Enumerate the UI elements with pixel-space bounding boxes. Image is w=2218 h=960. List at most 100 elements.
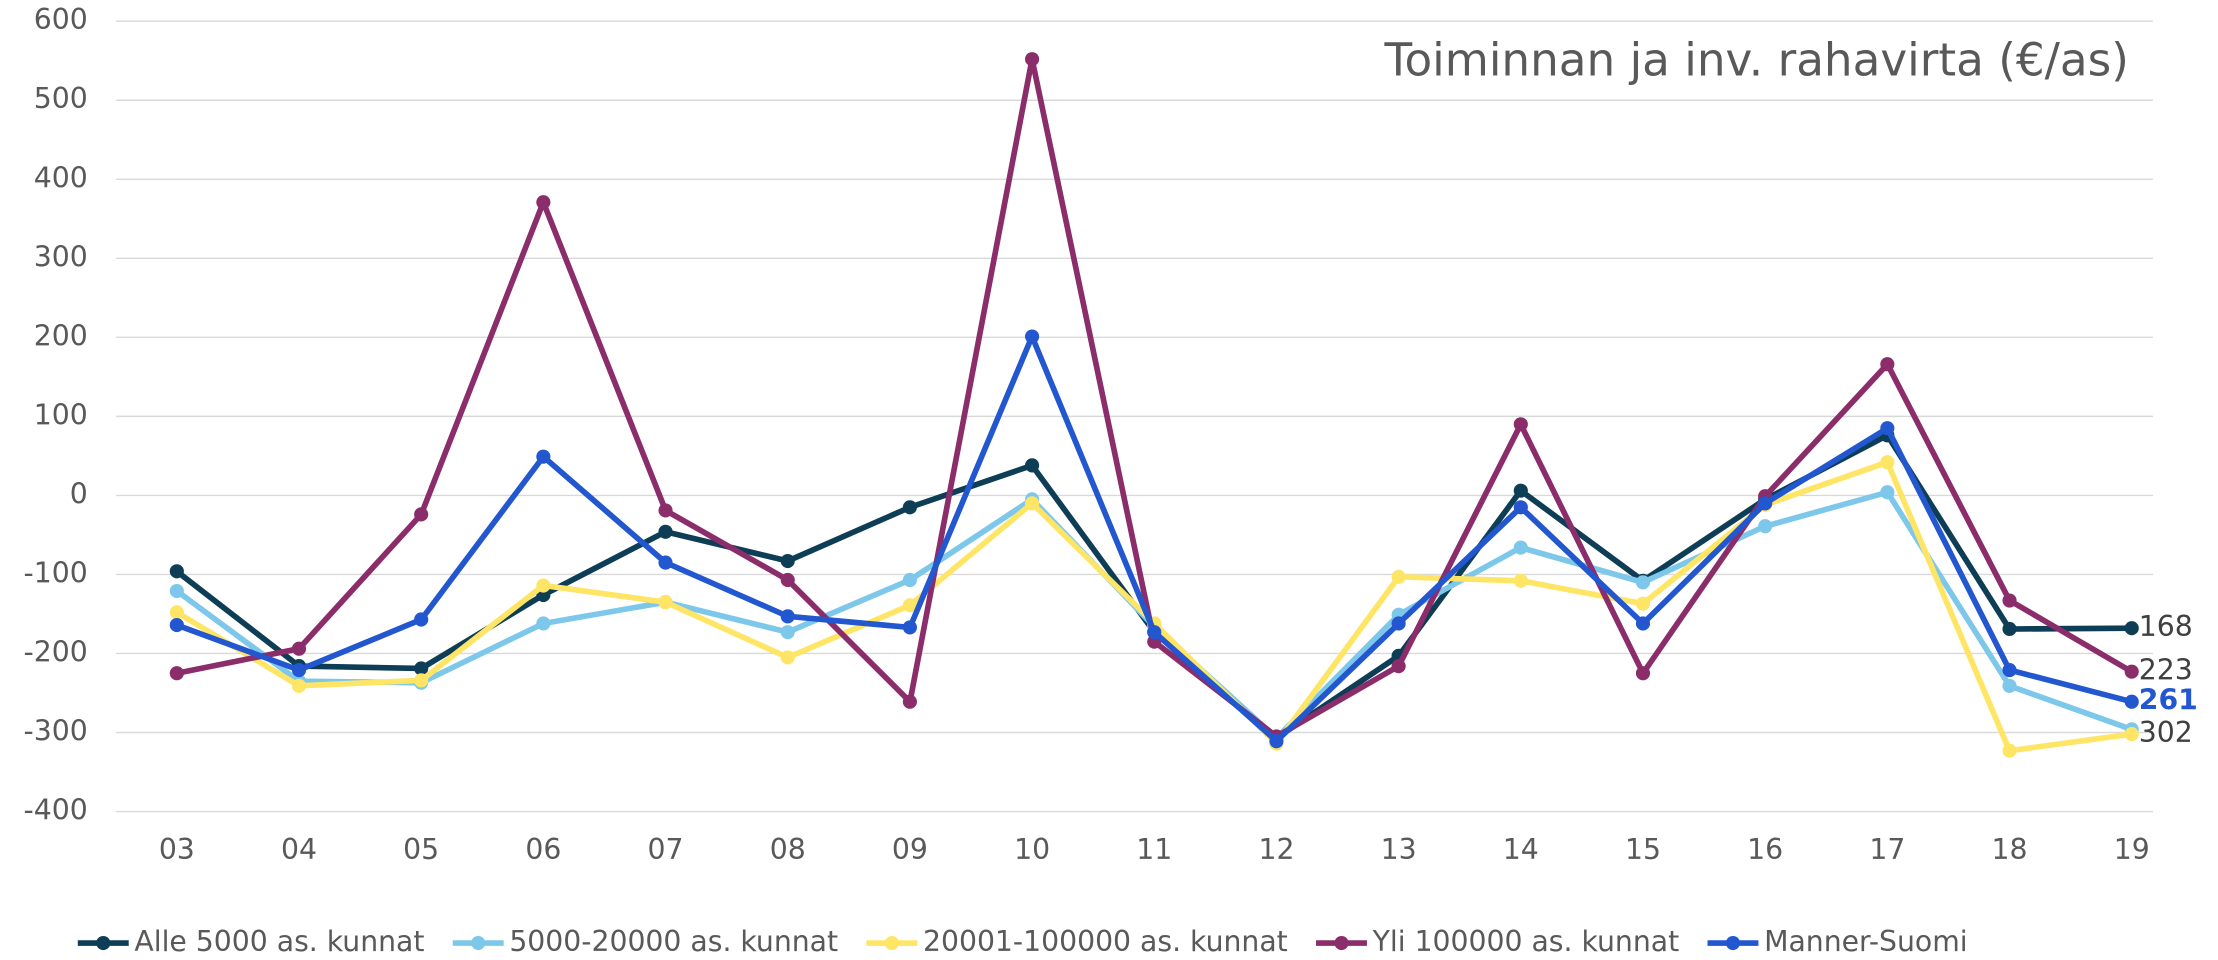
y-tick-label: 200: [34, 319, 88, 352]
value-label: 302: [2139, 716, 2193, 749]
data-point: [1025, 52, 1040, 67]
data-point: [2002, 593, 2017, 608]
data-point: [1513, 417, 1528, 432]
data-point: [169, 617, 184, 633]
data-point: [536, 449, 551, 464]
series-line: [175, 489, 2133, 741]
x-tick-label: 03: [159, 833, 195, 866]
data-point: [536, 616, 551, 631]
x-tick-label: 14: [1503, 833, 1539, 866]
data-point: [1513, 573, 1528, 588]
legend-item: 5000-20000 as. kunnat: [452, 925, 838, 958]
data-point: [1880, 421, 1895, 436]
legend-item: Alle 5000 as. kunnat: [77, 925, 424, 958]
legend-label: Manner-Suomi: [1764, 925, 1968, 958]
x-tick-label: 12: [1258, 833, 1294, 866]
x-tick-label: 10: [1014, 833, 1050, 866]
data-point: [902, 572, 917, 588]
y-tick-label: 300: [34, 240, 88, 273]
x-tick-label: 11: [1136, 833, 1172, 866]
data-point: [780, 609, 795, 624]
data-point: [1391, 569, 1406, 584]
data-point: [536, 578, 551, 593]
data-point: [291, 678, 307, 693]
data-point: [2002, 621, 2017, 637]
data-point: [1513, 500, 1528, 515]
data-point: [2124, 621, 2139, 636]
x-tick-label: 16: [1747, 833, 1783, 866]
legend-marker: [1334, 935, 1349, 951]
y-tick-label: 400: [34, 161, 88, 194]
legend-marker: [884, 935, 899, 951]
legend-marker: [471, 935, 486, 951]
x-tick-label: 06: [525, 833, 561, 866]
data-point: [658, 503, 673, 518]
legend-label: Alle 5000 as. kunnat: [134, 925, 424, 958]
chart-title: Toiminnan ja inv. rahavirta (€/as): [1384, 34, 2129, 87]
value-label: 223: [2139, 654, 2193, 687]
x-tick-label: 04: [281, 833, 317, 866]
data-point: [1025, 458, 1040, 473]
data-point: [1025, 496, 1040, 511]
y-tick-label: 500: [34, 82, 88, 115]
data-point: [658, 595, 673, 610]
data-point: [1513, 540, 1528, 555]
x-tick-label: 18: [1992, 833, 2028, 866]
x-tick-label: 19: [2114, 833, 2150, 866]
data-point: [1269, 734, 1284, 749]
data-point: [902, 500, 917, 515]
legend-item: Manner-Suomi: [1707, 925, 1968, 958]
data-point: [414, 661, 429, 676]
y-tick-label: 0: [70, 477, 88, 510]
x-tick-label: 13: [1381, 833, 1417, 866]
legend-item: Yli 100000 as. kunnat: [1316, 925, 1679, 958]
data-point: [658, 524, 673, 539]
data-point: [414, 612, 429, 627]
x-tick-label: 08: [770, 833, 806, 866]
data-point: [1635, 616, 1651, 631]
y-tick-label: 600: [34, 3, 88, 36]
y-tick-label: -400: [24, 794, 88, 827]
data-point: [902, 598, 917, 613]
data-point: [291, 663, 307, 678]
data-point: [414, 507, 429, 522]
y-tick-label: -300: [24, 715, 88, 748]
data-point: [2124, 694, 2139, 709]
value-label: 168: [2139, 610, 2193, 643]
data-point: [1391, 659, 1406, 674]
x-tick-label: 07: [648, 833, 684, 866]
x-tick-label: 05: [403, 833, 439, 866]
data-point: [1758, 496, 1773, 511]
legend-label: Yli 100000 as. kunnat: [1372, 925, 1680, 958]
data-point: [902, 620, 917, 635]
data-point: [2002, 678, 2017, 693]
legend-marker: [96, 935, 111, 951]
y-tick-label: 100: [34, 398, 88, 431]
data-point: [1635, 575, 1651, 590]
data-point: [1635, 666, 1651, 681]
legend-label: 5000-20000 as. kunnat: [509, 925, 838, 958]
data-point: [291, 641, 307, 656]
data-point: [2002, 663, 2017, 678]
data-point: [536, 195, 551, 210]
x-tick-label: 15: [1625, 833, 1661, 866]
data-point: [902, 694, 917, 709]
data-point: [1147, 625, 1162, 640]
data-point: [1880, 455, 1895, 470]
data-point: [658, 555, 673, 570]
data-point: [2124, 664, 2139, 679]
y-tick-label: -200: [24, 635, 88, 668]
data-point: [169, 666, 184, 681]
data-point: [414, 673, 429, 688]
legend-marker: [1725, 935, 1741, 951]
data-point: [1025, 329, 1040, 344]
data-point: [169, 564, 184, 579]
y-tick-label: -100: [24, 556, 88, 589]
data-point: [2124, 727, 2139, 742]
data-point: [1758, 519, 1773, 534]
data-point: [2002, 743, 2017, 758]
data-point: [780, 572, 795, 588]
data-point: [169, 583, 184, 599]
value-label: 261: [2139, 684, 2198, 717]
